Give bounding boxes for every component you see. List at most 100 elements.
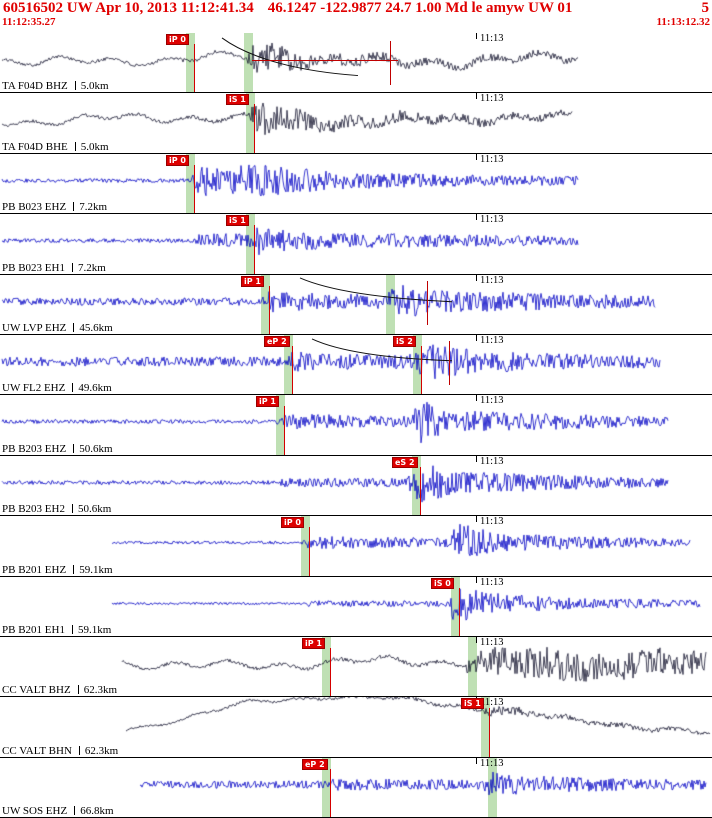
minute-tick bbox=[476, 395, 477, 402]
trace-row[interactable]: iS 0 11:13 PB B201 EH1 59.1km bbox=[0, 576, 712, 637]
distance-tick-mark bbox=[73, 564, 75, 574]
trace-label: UW LVP EHZ 45.6km bbox=[2, 322, 113, 334]
distance-tick-mark bbox=[78, 745, 80, 755]
distance-tick-mark bbox=[72, 383, 74, 393]
pick-flag[interactable]: eS 2 bbox=[392, 456, 418, 468]
minute-tick-label: 11:13 bbox=[480, 33, 504, 44]
pick-line bbox=[194, 164, 195, 214]
pick-flag[interactable]: iP 0 bbox=[166, 154, 189, 166]
window-start-time: 11:12:35.27 bbox=[2, 16, 56, 28]
trace-row[interactable]: iP 0 11:13 PB B201 EHZ 59.1km bbox=[0, 516, 712, 577]
trace-label: PB B203 EH2 50.6km bbox=[2, 503, 111, 515]
trace-row[interactable]: iP 0 11:13 TA F04D BHZ 5.0km bbox=[0, 33, 712, 94]
station-distance-text: 50.6km bbox=[77, 503, 112, 516]
trace-row[interactable]: eP 2 iS 2 11:13 UW FL2 EHZ 49.6km bbox=[0, 334, 712, 396]
waveform-canvas[interactable] bbox=[0, 153, 712, 213]
trace-row[interactable]: iP 1 11:13 PB B203 EHZ 50.6km bbox=[0, 395, 712, 456]
trace-label: PB B201 EH1 59.1km bbox=[2, 624, 111, 636]
distance-tick-mark bbox=[77, 685, 79, 695]
trace-row[interactable]: iS 1 11:13 CC VALT BHN 62.3km bbox=[0, 697, 712, 758]
trace-row[interactable]: iP 1 11:13 CC VALT BHZ 62.3km bbox=[0, 636, 712, 698]
pick-line bbox=[330, 768, 331, 818]
trace-label: PB B201 EHZ 59.1km bbox=[2, 564, 113, 576]
station-distance-text: 59.1km bbox=[79, 563, 113, 576]
minute-tick-label: 11:13 bbox=[480, 576, 504, 588]
waveform-canvas[interactable] bbox=[0, 636, 712, 696]
distance-tick-mark bbox=[71, 504, 73, 514]
trace-area: iP 0 11:13 TA F04D BHZ 5.0km iS 1 11:13 TA F04… bbox=[0, 33, 712, 818]
pick-flag[interactable]: iP 0 bbox=[166, 34, 189, 45]
coda-duration-line bbox=[252, 60, 398, 61]
pick-flag[interactable]: iP 0 bbox=[281, 517, 304, 529]
station-channel-text: PB B023 EH1 bbox=[2, 261, 65, 274]
trace-row[interactable]: iP 0 11:13 PB B023 EHZ 7.2km bbox=[0, 153, 712, 215]
trace-row[interactable]: iP 1 11:13 UW LVP EHZ 45.6km bbox=[0, 274, 712, 335]
trace-label: UW FL2 EHZ 49.6km bbox=[2, 382, 112, 394]
waveform-canvas[interactable] bbox=[0, 697, 712, 757]
minute-tick-label: 11:13 bbox=[480, 636, 504, 648]
pick-flag[interactable]: iS 1 bbox=[226, 215, 249, 227]
event-version: 5 bbox=[701, 0, 710, 16]
pick-line bbox=[421, 345, 422, 395]
trace-label: PB B203 EHZ 50.6km bbox=[2, 443, 113, 455]
pick-line bbox=[284, 406, 285, 455]
minute-tick-label: 11:13 bbox=[480, 93, 504, 105]
station-channel-text: PB B203 EHZ bbox=[2, 442, 67, 455]
pick-flag[interactable]: iS 1 bbox=[226, 94, 249, 106]
station-channel-text: PB B203 EH2 bbox=[2, 503, 65, 516]
pick-line bbox=[292, 345, 293, 395]
station-channel-text: TA F04D BHZ bbox=[2, 80, 68, 93]
distance-tick-mark bbox=[74, 81, 76, 91]
window-end-time: 11:13:12.32 bbox=[656, 16, 710, 28]
waveform-canvas[interactable] bbox=[0, 395, 712, 455]
waveform-canvas[interactable] bbox=[0, 455, 712, 515]
pick-flag[interactable]: iP 1 bbox=[302, 637, 325, 649]
waveform-canvas[interactable] bbox=[0, 516, 712, 576]
coda-end-tick bbox=[427, 280, 428, 325]
pick-flag[interactable]: eP 2 bbox=[302, 758, 328, 770]
minute-tick-label: 11:13 bbox=[480, 395, 504, 407]
distance-tick-mark bbox=[73, 202, 75, 212]
station-channel-text: TA F04D BHE bbox=[2, 140, 68, 153]
minute-tick bbox=[476, 757, 477, 764]
event-header: 60516502 UW Apr 10, 2013 11:12:41.34 46.… bbox=[0, 0, 712, 33]
waveform-canvas[interactable] bbox=[0, 214, 712, 274]
station-distance-text: 5.0km bbox=[80, 80, 109, 93]
pick-flag[interactable]: eP 2 bbox=[264, 335, 290, 347]
trace-label: PB B023 EH1 7.2km bbox=[2, 262, 106, 274]
pick-flag[interactable]: iS 2 bbox=[393, 335, 416, 347]
minute-tick bbox=[476, 93, 477, 100]
waveform-canvas[interactable] bbox=[0, 93, 712, 153]
distance-tick-mark bbox=[71, 624, 73, 634]
waveform-canvas[interactable] bbox=[0, 757, 712, 817]
pick-line bbox=[254, 104, 255, 153]
pick-line bbox=[459, 587, 460, 636]
station-distance-text: 5.0km bbox=[80, 140, 109, 153]
station-channel-text: UW LVP EHZ bbox=[2, 321, 67, 334]
pick-flag[interactable]: iP 1 bbox=[241, 275, 264, 287]
station-channel-text: UW SOS EHZ bbox=[2, 805, 68, 818]
station-channel-text: CC VALT BHN bbox=[2, 744, 72, 757]
pick-flag[interactable]: iS 1 bbox=[461, 698, 484, 710]
waveform-canvas[interactable] bbox=[0, 576, 712, 636]
distance-tick-mark bbox=[71, 262, 73, 272]
pick-line bbox=[420, 466, 421, 516]
pick-flag[interactable]: iP 1 bbox=[256, 396, 279, 408]
trace-row[interactable]: iS 1 11:13 TA F04D BHE 5.0km bbox=[0, 93, 712, 154]
trace-row[interactable]: eS 2 11:13 PB B203 EH2 50.6km bbox=[0, 455, 712, 517]
trace-row[interactable]: iS 1 11:13 PB B023 EH1 7.2km bbox=[0, 214, 712, 275]
station-distance-text: 62.3km bbox=[84, 744, 119, 757]
minute-tick-label: 11:13 bbox=[480, 274, 504, 286]
minute-tick-label: 11:13 bbox=[480, 516, 504, 528]
trace-label: TA F04D BHZ 5.0km bbox=[2, 80, 109, 92]
trace-row[interactable]: eP 2 11:13 UW SOS EHZ 66.8km bbox=[0, 757, 712, 818]
distance-tick-mark bbox=[73, 322, 75, 332]
trace-label: UW SOS EHZ 66.8km bbox=[2, 805, 114, 817]
trace-label: CC VALT BHZ 62.3km bbox=[2, 684, 117, 696]
station-channel-text: PB B023 EHZ bbox=[2, 201, 67, 214]
station-distance-text: 7.2km bbox=[79, 201, 107, 214]
pick-flag[interactable]: iS 0 bbox=[431, 577, 454, 589]
pick-line bbox=[194, 44, 195, 93]
event-location-magnitude: 46.1247 -122.9877 24.7 1.00 Md le amyw U… bbox=[267, 0, 573, 16]
